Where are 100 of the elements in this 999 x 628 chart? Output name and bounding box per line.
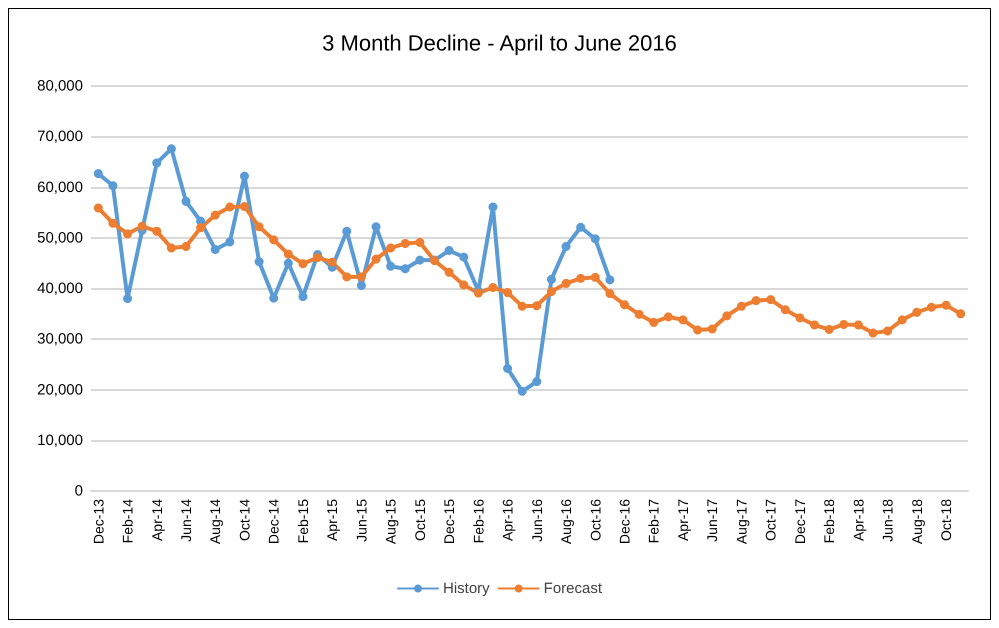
y-tick-label: 40,000 xyxy=(37,280,83,297)
x-tick-label: Jun-18 xyxy=(880,498,896,542)
point xyxy=(576,274,586,283)
x-tick-label: Aug-18 xyxy=(908,498,925,544)
point xyxy=(444,246,454,256)
point xyxy=(605,275,614,284)
x-tick-label: Apr-18 xyxy=(850,498,866,542)
point xyxy=(795,313,804,322)
point xyxy=(459,252,468,262)
point xyxy=(649,318,658,327)
x-tick-label: Jun-14 xyxy=(178,498,194,542)
point xyxy=(546,274,556,284)
point xyxy=(254,222,264,232)
point xyxy=(518,386,527,396)
point xyxy=(590,234,600,244)
point xyxy=(225,202,234,212)
point xyxy=(342,226,352,236)
x-tick-label: Apr-17 xyxy=(674,498,691,542)
point xyxy=(503,288,512,298)
y-tick-label: 0 xyxy=(74,482,83,500)
point xyxy=(488,202,498,212)
point xyxy=(196,223,206,232)
point xyxy=(488,282,498,292)
y-tick-label: 10,000 xyxy=(37,432,83,449)
point xyxy=(210,210,220,220)
point xyxy=(298,259,308,268)
point xyxy=(810,320,820,330)
point xyxy=(693,326,702,335)
point xyxy=(824,325,834,334)
point xyxy=(240,172,249,181)
point xyxy=(722,311,732,320)
point xyxy=(240,202,249,211)
point xyxy=(210,245,220,254)
point xyxy=(356,272,366,282)
point xyxy=(926,302,936,312)
legend-label: History xyxy=(442,580,490,597)
point xyxy=(736,302,746,311)
point xyxy=(620,300,630,310)
point xyxy=(912,308,922,317)
point xyxy=(400,264,410,274)
point xyxy=(708,324,717,334)
x-tick-label: Aug-14 xyxy=(207,498,224,544)
point xyxy=(883,326,892,336)
x-tick-label: Feb-16 xyxy=(470,498,486,544)
point xyxy=(225,237,234,246)
x-tick-label: Feb-14 xyxy=(120,498,136,544)
point xyxy=(459,280,468,290)
point xyxy=(780,305,790,314)
x-tick-label: Jun-15 xyxy=(353,498,370,542)
point xyxy=(386,244,396,252)
point xyxy=(532,301,542,310)
point xyxy=(94,169,103,178)
x-tick-label: Apr-15 xyxy=(324,498,340,542)
point xyxy=(854,320,863,330)
point xyxy=(444,268,454,277)
y-tick-label: 20,000 xyxy=(37,381,83,398)
x-tick-label: Oct-14 xyxy=(236,498,252,542)
point xyxy=(898,315,907,324)
point xyxy=(562,278,571,288)
x-tick-label: Feb-17 xyxy=(646,498,662,544)
point xyxy=(123,294,132,304)
x-tick-label: Jun-16 xyxy=(528,498,545,542)
x-tick-label: Dec-13 xyxy=(90,498,106,544)
y-tick-label: 30,000 xyxy=(37,330,83,348)
point xyxy=(123,229,132,238)
point xyxy=(532,377,542,386)
point xyxy=(372,254,381,264)
point xyxy=(678,315,688,324)
point xyxy=(108,181,118,190)
chart-title: 3 Month Decline - April to June 2016 xyxy=(322,30,677,56)
point xyxy=(182,196,191,206)
point xyxy=(152,158,162,168)
x-tick-label: Dec-15 xyxy=(441,498,458,544)
point xyxy=(269,235,278,244)
y-tick-label: 80,000 xyxy=(37,78,83,94)
point xyxy=(328,258,337,267)
point xyxy=(503,364,512,373)
point xyxy=(182,242,191,251)
legend-label: Forecast xyxy=(544,580,603,597)
point xyxy=(152,226,162,236)
x-tick-label: Feb-15 xyxy=(294,498,311,544)
x-tick-label: Dec-17 xyxy=(792,498,808,544)
x-tick-label: Oct-17 xyxy=(762,498,779,542)
x-tick-label: Feb-18 xyxy=(821,498,838,544)
x-tick-label: Oct-18 xyxy=(938,498,954,542)
x-tick-label: Aug-15 xyxy=(382,498,399,544)
point xyxy=(766,295,776,304)
point xyxy=(313,253,322,262)
point xyxy=(386,262,396,271)
point xyxy=(576,222,586,232)
point xyxy=(254,257,264,266)
x-tick-label: Dec-16 xyxy=(616,498,633,544)
point xyxy=(284,250,293,259)
point xyxy=(942,300,951,310)
point xyxy=(415,256,424,265)
x-tick-label: Oct-16 xyxy=(587,498,604,542)
point xyxy=(166,244,176,252)
y-tick-label: 60,000 xyxy=(37,178,83,196)
x-tick-label: Apr-14 xyxy=(148,498,165,542)
point xyxy=(342,272,352,282)
